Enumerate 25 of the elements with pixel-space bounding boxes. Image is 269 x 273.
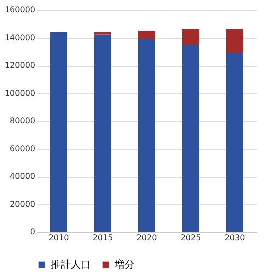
bar: [50, 32, 68, 232]
bar: [94, 32, 112, 35]
y-tick-label: 60000: [10, 144, 36, 154]
y-tick-label: 160000: [4, 6, 36, 14]
x-tick-label: 2020: [136, 234, 158, 242]
x-tick-label: 2030: [224, 234, 246, 242]
x-tick-label: 2025: [180, 234, 202, 242]
bar: [94, 34, 112, 232]
y-tick-label: 40000: [10, 172, 36, 181]
bar: [182, 44, 200, 232]
x-tick-label: 2010: [48, 234, 70, 242]
y-tick-label: 120000: [4, 61, 36, 70]
legend-label: 推計人口: [51, 259, 91, 271]
bar: [226, 29, 244, 54]
y-tick-label: 140000: [4, 33, 36, 42]
y-tick-label: 80000: [10, 116, 36, 126]
bar: [138, 30, 156, 39]
bar: [226, 53, 244, 232]
legend-label: 増分: [114, 259, 135, 271]
y-tick-label: 100000: [4, 88, 36, 98]
y-tick-label: 20000: [10, 200, 36, 209]
bar: [182, 29, 200, 45]
y-tick-label: 0: [30, 228, 36, 236]
bar: [138, 39, 156, 232]
x-tick-label: 2015: [92, 234, 114, 242]
